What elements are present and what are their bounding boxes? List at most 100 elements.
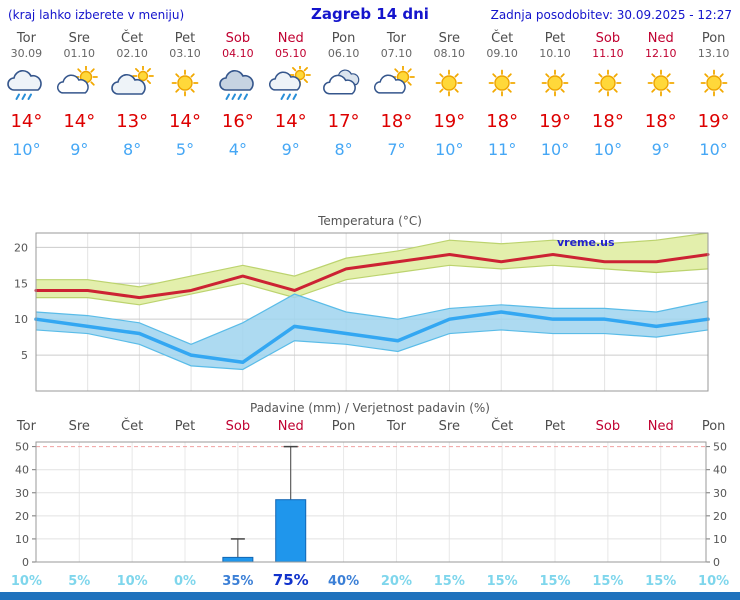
sun-glyph <box>700 69 727 97</box>
bottom-nav-bar[interactable] <box>0 592 740 600</box>
mostly-cloudy-icon <box>111 66 155 95</box>
sun-disc <box>494 75 510 91</box>
precip-probability-row: 10% 5% 10% 0% 35% 75% 40% 20% 15% 15% 15% 15% 15% 10% <box>0 571 740 591</box>
y-tick-label: 5 <box>21 349 28 362</box>
forecast-days-row: Tor 30.09 14° 10° Sre 01.10 14° 9° Čet 02.10 13° 8°… <box>0 31 740 160</box>
precip-day-label: Sre <box>438 419 460 434</box>
day-max-temp: 19° <box>433 111 466 132</box>
watermark: vreme.us <box>557 236 615 249</box>
y-tick-label-left: 30 <box>15 487 29 500</box>
sun-glyph <box>594 69 622 97</box>
sunny-icon <box>171 69 199 97</box>
precipitation-section: Padavine (mm) / Verjetnost padavin (%) T… <box>0 401 740 591</box>
day-min-temp: 8° <box>123 140 142 159</box>
precip-probability: 15% <box>592 574 624 589</box>
day-max-temp: 14° <box>169 111 201 132</box>
cloud-glyph <box>219 70 254 91</box>
y-tick-label-right: 10 <box>713 533 727 546</box>
partly-cloudy-icon <box>374 66 416 94</box>
weather-icon-wrap <box>581 64 634 104</box>
rain-icon <box>7 70 43 100</box>
day-name: Pon <box>701 31 726 46</box>
day-name: Sob <box>595 31 621 46</box>
precip-probability: 10% <box>10 574 42 589</box>
cloud-glyph <box>111 74 146 95</box>
precip-probability: 15% <box>539 574 571 589</box>
precipitation-chart: 0 0 10 10 20 20 30 30 40 40 50 50 <box>0 436 740 570</box>
page-title: Zagreb 14 dni <box>311 5 429 23</box>
precip-day-labels-row: Tor Sre Čet Pet Sob Ned Pon Tor Sre Čet Pet Sob Ned P… <box>0 418 740 435</box>
sunny-icon <box>488 69 516 97</box>
day-date: 01.10 <box>63 47 96 60</box>
day-min-temp: 5° <box>175 140 195 159</box>
precip-day-label: Sob <box>595 419 621 434</box>
precip-day-label: Pon <box>701 419 726 434</box>
precip-probability: 0% <box>173 574 197 589</box>
day-date: 06.10 <box>327 47 360 60</box>
day-max-temp: 14° <box>10 111 43 132</box>
day-column-sob-04.10: Sob 04.10 16° 4° <box>211 31 264 160</box>
precip-day-label: Pet <box>544 419 566 434</box>
day-column-tor-30.09: Tor 30.09 14° 10° <box>0 31 53 160</box>
precip-probability: 15% <box>645 574 677 589</box>
y-tick-label-right: 0 <box>713 556 720 569</box>
precip-day-label: Ned <box>647 419 674 434</box>
day-column-čet-02.10: Čet 02.10 13° 8° <box>106 31 159 160</box>
day-name: Ned <box>647 31 674 46</box>
day-name: Tor <box>16 31 36 46</box>
day-max-temp: 18° <box>644 111 677 132</box>
day-min-temp: 9° <box>651 140 670 159</box>
temperature-chart-title: Temperatura (°C) <box>318 214 422 228</box>
y-tick-label-left: 10 <box>15 533 29 546</box>
day-min-temp: 10° <box>12 140 41 159</box>
day-date: 07.10 <box>380 47 413 60</box>
y-tick-label: 20 <box>14 241 28 254</box>
day-date: 08.10 <box>433 47 466 60</box>
location-hint: (kraj lahko izberete v meniju) <box>8 8 185 22</box>
precip-probability: 15% <box>433 574 465 589</box>
day-date: 30.09 <box>10 47 43 60</box>
precip-day-label: Čet <box>121 419 144 434</box>
precip-day-label: Tor <box>16 419 36 434</box>
day-date: 03.10 <box>169 47 201 60</box>
y-tick-label-right: 40 <box>713 464 727 477</box>
day-min-temp: 9° <box>281 140 300 159</box>
temperature-section: Temperatura (°C) 5 10 15 20 vreme.us <box>0 214 740 395</box>
sunny-icon <box>700 69 727 97</box>
y-tick-label-left: 20 <box>15 510 29 523</box>
day-max-temp: 19° <box>539 111 571 132</box>
precip-probability: 40% <box>328 574 360 589</box>
raindrops-glyph <box>225 93 248 100</box>
min-temperature-line <box>34 310 710 365</box>
max-temperature-line <box>34 253 710 300</box>
day-column-pet-10.10: Pet 10.10 19° 10° <box>529 31 582 160</box>
weather-icon-wrap <box>211 64 264 104</box>
day-max-temp: 14° <box>63 111 96 132</box>
day-column-sre-08.10: Sre 08.10 19° 10° <box>423 31 476 160</box>
min-range-upper-edge <box>35 293 709 345</box>
cloud-glyph <box>7 70 43 91</box>
plot-background <box>36 442 706 562</box>
day-date: 12.10 <box>644 47 677 60</box>
precip-day-label: Sre <box>68 419 90 434</box>
max-range-upper-edge <box>36 232 709 288</box>
weather-icon-wrap <box>106 64 159 104</box>
day-column-pon-13.10: Pon 13.10 19° 10° <box>687 31 740 160</box>
precip-day-label: Sob <box>225 419 251 434</box>
y-tick-label-right: 50 <box>713 441 727 454</box>
day-date: 09.10 <box>486 47 518 60</box>
precip-bar-sob <box>222 556 254 563</box>
day-max-temp: 19° <box>697 111 730 132</box>
sun-disc <box>177 75 193 91</box>
precip-day-label: Čet <box>491 419 514 434</box>
day-date: 11.10 <box>592 47 624 60</box>
precip-day-label: Pet <box>174 419 196 434</box>
day-column-čet-09.10: Čet 09.10 18° 11° <box>476 31 529 160</box>
day-column-pet-03.10: Pet 03.10 14° 5° <box>159 31 212 160</box>
temperature-chart-svg: 5 10 15 20 vreme.us <box>14 232 710 392</box>
sunny-icon <box>594 69 622 97</box>
weather-icon-wrap <box>264 64 317 104</box>
weather-icon-wrap <box>370 64 423 104</box>
precip-probability: 75% <box>272 571 309 589</box>
precip-day-label: Ned <box>277 419 304 434</box>
